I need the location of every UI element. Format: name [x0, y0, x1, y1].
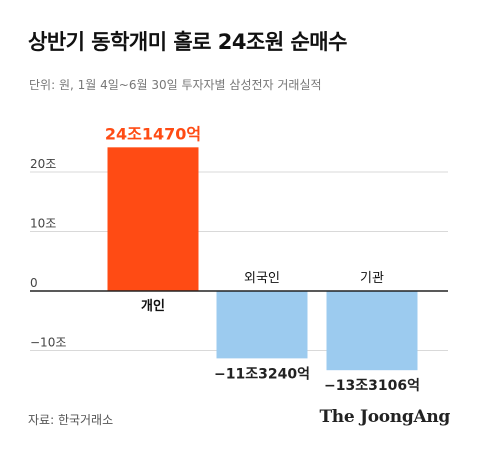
bar [216, 291, 308, 359]
data-label: −13조3106억 [324, 378, 420, 394]
category-label: 외국인 [244, 271, 280, 286]
y-tick-label: 20조 [30, 157, 56, 171]
y-tick-label: 0 [30, 276, 38, 290]
y-tick-label: −10조 [30, 336, 66, 350]
category-label: 개인 [141, 298, 165, 314]
bar [326, 291, 418, 371]
chart-subtitle: 단위: 원, 1월 4일~6월 30일 투자자별 삼성전자 거래실적 [29, 78, 322, 92]
data-label: 24조1470억 [105, 124, 201, 143]
source-note: 자료: 한국거래소 [28, 413, 114, 427]
bar [107, 147, 199, 291]
category-label: 기관 [360, 271, 384, 286]
publisher-logo: The JoongAng [319, 407, 450, 427]
y-tick-label: 10조 [30, 217, 56, 231]
data-label: −11조3240억 [214, 366, 310, 382]
chart-title: 상반기 동학개미 홀로 24조원 순매수 [28, 30, 347, 54]
